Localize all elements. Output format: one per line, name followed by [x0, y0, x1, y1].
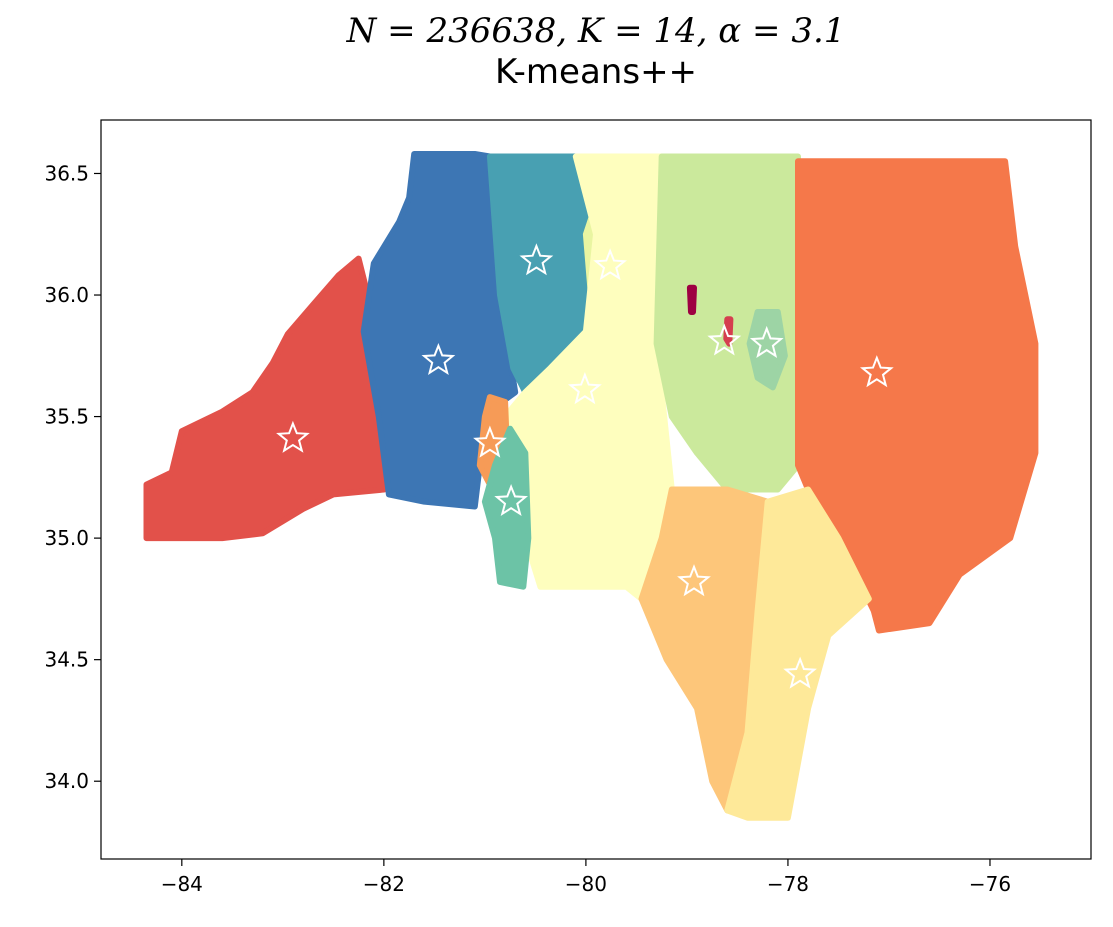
cluster-region-0: [143, 255, 392, 542]
cluster-region-8: [638, 486, 771, 814]
cluster-center-star-6: [749, 325, 784, 359]
x-tick-label: −84: [161, 872, 203, 896]
cluster-center-star-1: [421, 342, 456, 376]
cluster-center-star-8: [677, 564, 711, 597]
cluster-center-star-0: [276, 420, 310, 453]
x-tick-label: −82: [363, 872, 405, 896]
cluster-center-star-11: [494, 483, 528, 517]
x-tick-label: −78: [767, 872, 809, 896]
y-axis: 34.0 34.5 35.0 35.5 36.0 36.5: [44, 161, 101, 793]
cluster-region-9: [724, 486, 872, 821]
chart-subtitle: K-means++: [494, 52, 698, 92]
x-tick-label: −76: [969, 872, 1011, 896]
cluster-center-star-10: [473, 425, 507, 458]
cluster-center-star-3: [593, 248, 627, 281]
x-axis: −84 −82 −80 −78 −76: [161, 859, 1011, 896]
cluster-region-12: [686, 284, 697, 315]
cluster-center-star-7: [859, 355, 894, 388]
cluster-center-star-5: [707, 323, 742, 356]
y-tick-label: 35.0: [44, 526, 89, 550]
y-tick-label: 34.5: [44, 648, 89, 672]
y-tick-label: 34.0: [44, 769, 89, 793]
chart-title-block: N = 236638, K = 14, α = 3.1 K-means++: [101, 10, 1091, 92]
cluster-center-markers: [276, 243, 894, 689]
cluster-region-4: [502, 153, 675, 602]
y-tick-label: 36.5: [44, 161, 89, 185]
cluster-region-11: [481, 425, 532, 590]
cluster-center-star-2: [519, 243, 554, 276]
chart-title: N = 236638, K = 14, α = 3.1: [346, 11, 846, 51]
cluster-center-star-4: [567, 372, 602, 405]
x-tick-label: −80: [565, 872, 607, 896]
cluster-regions: [143, 151, 1039, 821]
plot-area-frame: [100, 119, 1092, 860]
y-tick-label: 35.5: [44, 405, 89, 429]
y-tick-label: 36.0: [44, 283, 89, 307]
cluster-center-star-9: [783, 656, 817, 689]
